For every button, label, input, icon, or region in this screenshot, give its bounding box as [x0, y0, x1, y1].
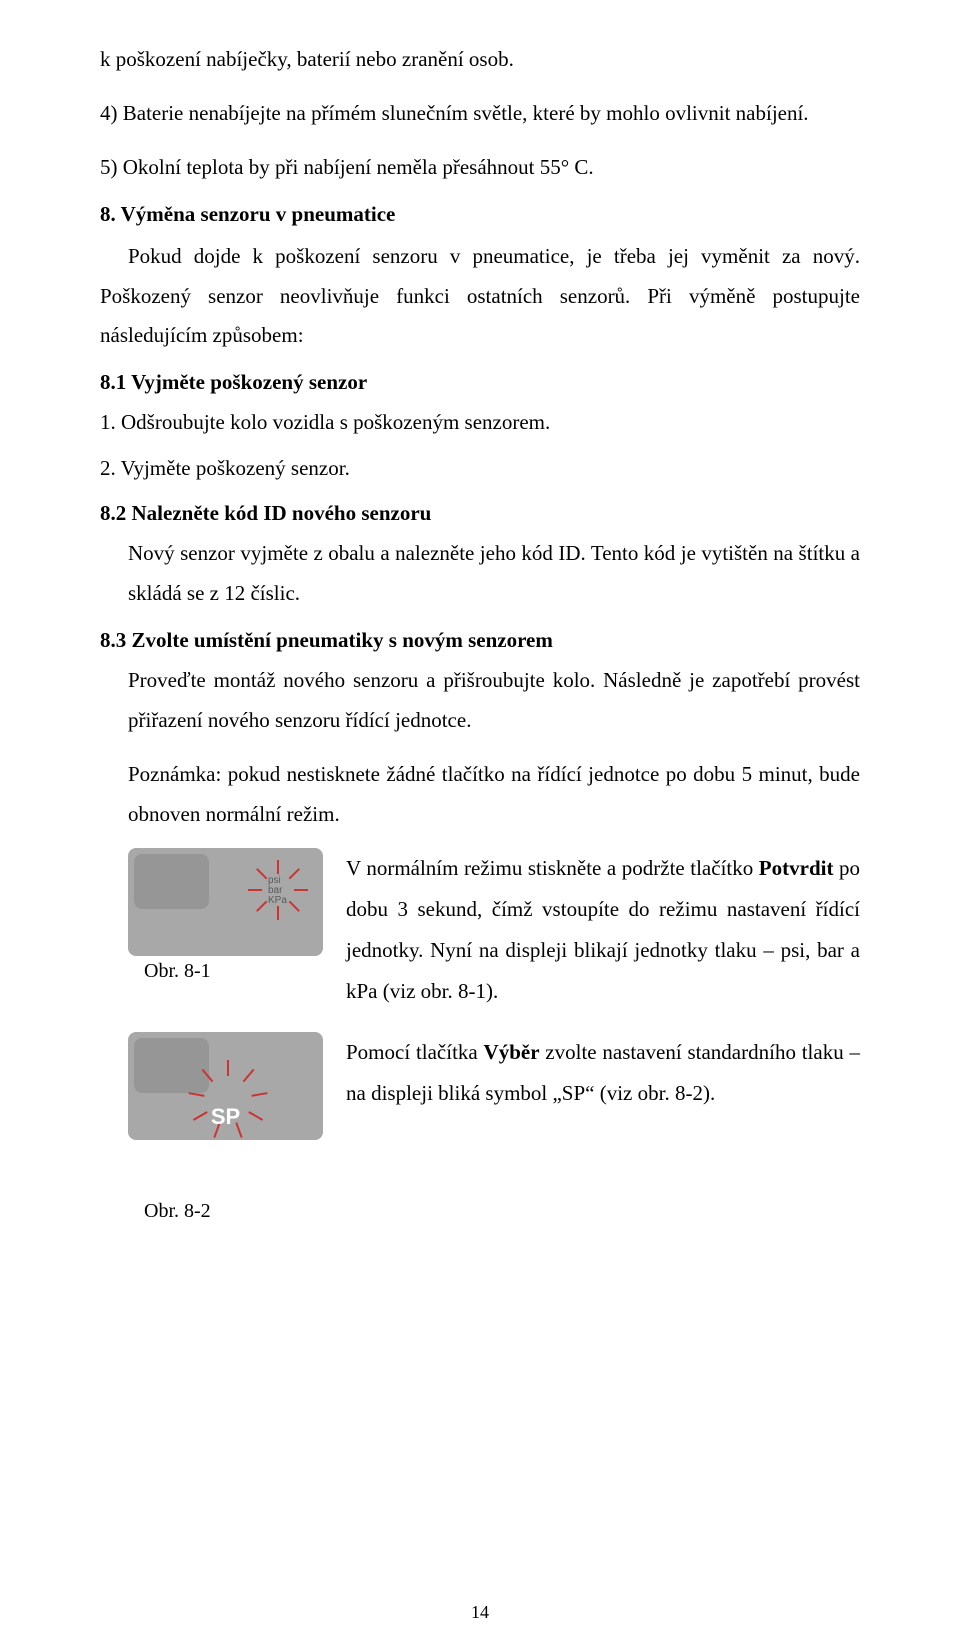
- figure-8-1-text: V normálním režimu stiskněte a podržte t…: [346, 848, 860, 1012]
- section-8-1-title: 8.1 Vyjměte poškozený senzor: [100, 370, 860, 395]
- section-8-3-title: 8.3 Zvolte umístění pneumatiky s novým s…: [100, 628, 860, 653]
- sp-label: SP: [211, 1104, 240, 1130]
- text-span: V normálním režimu stiskněte a podržte t…: [346, 856, 759, 880]
- figure-8-2-text: Pomocí tlačítka Výběr zvolte nastavení s…: [346, 1032, 860, 1114]
- text-bold: Potvrdit: [759, 856, 834, 880]
- document-page: k poškození nabíječky, baterií nebo zran…: [0, 0, 960, 1643]
- paragraph: 4) Baterie nenabíjejte na přímém slunečn…: [100, 94, 860, 134]
- figure-8-2-left: SP Obr. 8-2: [128, 1032, 328, 1223]
- section-8-2-title: 8.2 Nalezněte kód ID nového senzoru: [100, 501, 860, 526]
- section-8-title: 8. Výměna senzoru v pneumatice: [100, 202, 860, 227]
- paragraph: 5) Okolní teplota by při nabíjení neměla…: [100, 148, 860, 188]
- figure-8-1-caption: Obr. 8-1: [144, 960, 328, 983]
- figure-8-2-caption: Obr. 8-2: [144, 1200, 328, 1223]
- figure-8-1-left: psi bar KPa Obr. 8-1: [128, 848, 328, 983]
- paragraph: Pokud dojde k poškození senzoru v pneuma…: [100, 237, 860, 357]
- text-bold: Výběr: [484, 1040, 540, 1064]
- unit-kpa: KPa: [268, 896, 287, 906]
- figure-8-2-image: SP: [128, 1032, 323, 1140]
- figure-8-1-image: psi bar KPa: [128, 848, 323, 956]
- paragraph: k poškození nabíječky, baterií nebo zran…: [100, 40, 860, 80]
- sparkle-icon: psi bar KPa: [248, 860, 308, 920]
- list-item: 2. Vyjměte poškozený senzor.: [100, 449, 860, 489]
- figure-8-1-inset: [134, 854, 209, 909]
- list-item: 1. Odšroubujte kolo vozidla s poškozeným…: [100, 403, 860, 443]
- page-number: 14: [0, 1602, 960, 1623]
- paragraph: Poznámka: pokud nestisknete žádné tlačít…: [128, 755, 860, 835]
- figure-8-1-row: psi bar KPa Obr. 8-1 V normálním režimu …: [128, 848, 860, 1012]
- text-span: Pomocí tlačítka: [346, 1040, 484, 1064]
- figure-8-2-row: SP Obr. 8-2 Pomocí tlačítka Výběr zvolte…: [128, 1032, 860, 1223]
- paragraph: Proveďte montáž nového senzoru a přišrou…: [128, 661, 860, 741]
- paragraph: Nový senzor vyjměte z obalu a nalezněte …: [128, 534, 860, 614]
